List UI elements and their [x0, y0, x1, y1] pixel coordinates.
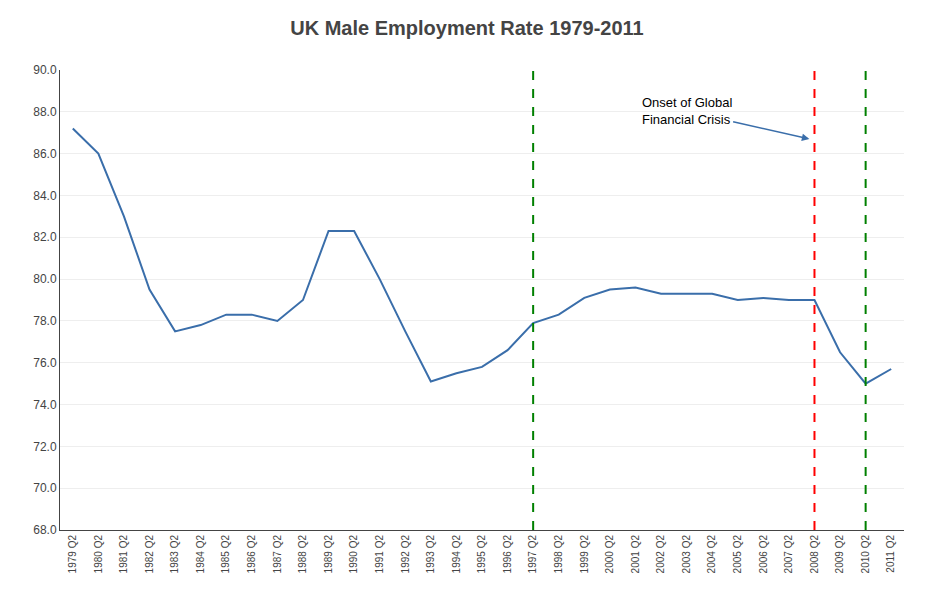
svg-text:2008 Q2: 2008 Q2 [809, 535, 820, 574]
svg-text:1986 Q2: 1986 Q2 [246, 535, 257, 574]
svg-text:2009 Q2: 2009 Q2 [834, 535, 845, 574]
svg-text:2002 Q2: 2002 Q2 [655, 535, 666, 574]
svg-text:82.0: 82.0 [33, 230, 57, 244]
svg-text:78.0: 78.0 [33, 314, 57, 328]
svg-text:1994 Q2: 1994 Q2 [451, 535, 462, 574]
svg-text:2000 Q2: 2000 Q2 [604, 535, 615, 574]
svg-text:70.0: 70.0 [33, 481, 57, 495]
svg-text:1996 Q2: 1996 Q2 [502, 535, 513, 574]
svg-text:1990 Q2: 1990 Q2 [348, 535, 359, 574]
svg-text:2006 Q2: 2006 Q2 [758, 535, 769, 574]
svg-text:74.0: 74.0 [33, 398, 57, 412]
svg-text:1979 Q2: 1979 Q2 [67, 535, 78, 574]
svg-text:1988 Q2: 1988 Q2 [297, 535, 308, 574]
svg-text:76.0: 76.0 [33, 356, 57, 370]
svg-text:UK Male Employment Rate 1979-2: UK Male Employment Rate 1979-2011 [290, 17, 644, 39]
svg-text:1981 Q2: 1981 Q2 [118, 535, 129, 574]
svg-text:1997 Q2: 1997 Q2 [527, 535, 538, 574]
svg-text:80.0: 80.0 [33, 272, 57, 286]
svg-text:2010 Q2: 2010 Q2 [860, 535, 871, 574]
svg-text:84.0: 84.0 [33, 189, 57, 203]
svg-text:1980 Q2: 1980 Q2 [93, 535, 104, 574]
svg-text:88.0: 88.0 [33, 105, 57, 119]
svg-text:1984 Q2: 1984 Q2 [195, 535, 206, 574]
svg-text:1995 Q2: 1995 Q2 [476, 535, 487, 574]
svg-text:1985 Q2: 1985 Q2 [220, 535, 231, 574]
svg-text:2005 Q2: 2005 Q2 [732, 535, 743, 574]
svg-text:1998 Q2: 1998 Q2 [553, 535, 564, 574]
svg-text:1991 Q2: 1991 Q2 [374, 535, 385, 574]
svg-text:86.0: 86.0 [33, 147, 57, 161]
svg-text:1999 Q2: 1999 Q2 [579, 535, 590, 574]
svg-text:Onset of GlobalFinancial Crisi: Onset of GlobalFinancial Crisis [642, 95, 732, 127]
svg-text:1982 Q2: 1982 Q2 [144, 535, 155, 574]
svg-text:1992 Q2: 1992 Q2 [400, 535, 411, 574]
svg-text:2007 Q2: 2007 Q2 [783, 535, 794, 574]
svg-text:2003 Q2: 2003 Q2 [681, 535, 692, 574]
svg-text:2004 Q2: 2004 Q2 [706, 535, 717, 574]
svg-text:72.0: 72.0 [33, 440, 57, 454]
svg-text:90.0: 90.0 [33, 63, 57, 77]
svg-text:2011 Q2: 2011 Q2 [885, 535, 896, 573]
svg-text:2001 Q2: 2001 Q2 [630, 535, 641, 574]
svg-text:1983 Q2: 1983 Q2 [169, 535, 180, 574]
svg-text:1993 Q2: 1993 Q2 [425, 535, 436, 574]
svg-text:1987 Q2: 1987 Q2 [272, 535, 283, 574]
svg-text:68.0: 68.0 [33, 523, 57, 537]
svg-text:1989 Q2: 1989 Q2 [323, 535, 334, 574]
